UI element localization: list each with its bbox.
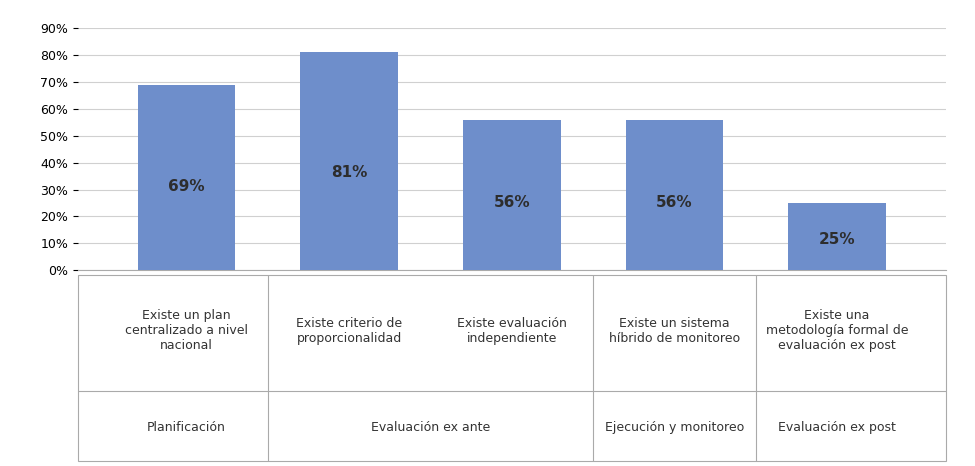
Bar (463, 119, 561, 270)
Text: Existe un plan
centralizado a nivel
nacional: Existe un plan centralizado a nivel naci… (125, 309, 248, 352)
Text: Existe una
metodología formal de
evaluación ex post: Existe una metodología formal de evaluac… (766, 309, 909, 352)
Bar (626, 119, 723, 270)
Text: Existe criterio de
proporcionalidad: Existe criterio de proporcionalidad (296, 317, 403, 345)
Text: Existe un sistema
híbrido de monitoreo: Existe un sistema híbrido de monitoreo (609, 317, 740, 345)
Text: Existe evaluación
independiente: Existe evaluación independiente (457, 317, 566, 345)
Text: Evaluación ex ante: Evaluación ex ante (370, 421, 490, 434)
Text: 81%: 81% (332, 164, 368, 179)
Text: 56%: 56% (493, 195, 530, 210)
Text: 25%: 25% (819, 233, 855, 247)
Bar (789, 203, 886, 270)
Bar (300, 52, 398, 270)
Text: Evaluación ex post: Evaluación ex post (778, 421, 896, 434)
Bar (137, 84, 235, 270)
Text: 69%: 69% (169, 179, 205, 194)
Text: 56%: 56% (656, 195, 693, 210)
Text: Ejecución y monitoreo: Ejecución y monitoreo (604, 421, 744, 434)
Text: Planificación: Planificación (147, 421, 226, 434)
